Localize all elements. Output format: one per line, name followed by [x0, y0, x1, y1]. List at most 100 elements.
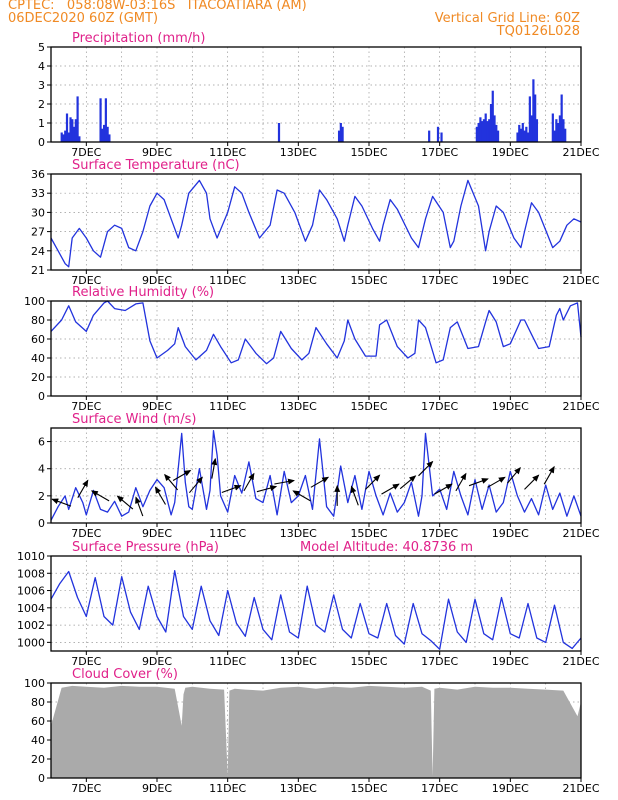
x-tick-label: 9DEC — [142, 527, 172, 540]
precip-bar — [74, 119, 77, 142]
precip-bar — [484, 113, 487, 142]
y-tick-label: 1008 — [17, 567, 45, 580]
precip-bar — [103, 124, 106, 142]
x-tick-label: 21DEC — [562, 274, 599, 287]
x-tick-label: 21DEC — [562, 146, 599, 159]
precip-bar — [62, 134, 65, 142]
precip-bar — [69, 117, 72, 142]
y-tick-label: 33 — [31, 187, 45, 200]
wind-arrow — [365, 474, 381, 490]
precip-bar — [341, 126, 344, 142]
y-tick-label: 4 — [38, 463, 45, 476]
x-tick-label: 15DEC — [350, 527, 387, 540]
precip-bar — [67, 132, 70, 142]
x-tick-label: 9DEC — [142, 400, 172, 413]
wind-arrow — [243, 472, 255, 492]
panel-title-precip: Precipitation (mm/h) — [72, 31, 205, 46]
wind-arrow — [434, 483, 453, 495]
precip-bar — [495, 124, 498, 142]
x-tick-label: 11DEC — [209, 400, 246, 413]
wind-arrow — [154, 486, 166, 505]
y-tick-label: 80 — [31, 696, 45, 709]
panel-rh: 0 20 40 60 80 100 7DEC 9DEC 11DEC 13DEC 15DEC 17DEC… — [24, 285, 600, 413]
precip-bar — [551, 113, 554, 142]
wind-arrow — [135, 496, 144, 517]
wind-arrow — [221, 484, 242, 494]
precip-bar — [532, 79, 535, 142]
precip-bar — [436, 126, 440, 142]
y-tick-label: 21 — [31, 264, 45, 277]
precip-bar — [528, 96, 531, 142]
precip-bar — [525, 126, 528, 142]
wind-arrow — [164, 473, 179, 491]
x-tick-label: 21DEC — [562, 655, 599, 668]
wind-arrow — [418, 460, 434, 477]
x-tick-label: 13DEC — [280, 400, 317, 413]
precip-bar — [481, 121, 484, 142]
precip-bar — [527, 132, 530, 142]
precip-bar — [477, 123, 480, 142]
precip-bar — [106, 126, 109, 142]
y-tick-label: 27 — [31, 226, 45, 239]
plot-frame — [50, 555, 582, 652]
temp-series-line — [50, 179, 582, 268]
plot-frame — [50, 427, 582, 524]
precip-bar — [475, 126, 478, 142]
precip-bar — [555, 119, 558, 142]
precip-bar — [518, 124, 521, 142]
x-tick-label: 19DEC — [492, 655, 529, 668]
x-tick-label: 11DEC — [209, 782, 246, 795]
y-tick-label: 3 — [38, 79, 45, 92]
y-tick-label: 24 — [31, 245, 45, 258]
panel-title-rh: Relative Humidity (%) — [72, 285, 214, 300]
x-tick-label: 11DEC — [209, 655, 246, 668]
wind-arrow — [310, 476, 330, 488]
x-tick-label: 7DEC — [71, 146, 101, 159]
x-tick-label: 17DEC — [421, 146, 458, 159]
wind-arrow — [274, 478, 295, 485]
x-tick-label: 9DEC — [142, 655, 172, 668]
y-tick-label: 6 — [38, 436, 45, 449]
precip-bar — [108, 134, 111, 142]
panel-title-cloud: Cloud Cover (%) — [72, 667, 178, 682]
plot-frame — [50, 300, 582, 397]
y-tick-label: 36 — [31, 168, 45, 181]
y-tick-label: 20 — [31, 753, 45, 766]
x-tick-label: 19DEC — [492, 146, 529, 159]
precip-bar — [277, 123, 281, 142]
wind-arrow — [543, 465, 555, 485]
header-grid-line: Vertical Grid Line: 60Z — [434, 11, 580, 26]
precip-bar — [101, 128, 104, 142]
precip-bar — [534, 94, 537, 142]
wind-arrow — [172, 469, 192, 481]
precip-bar — [71, 119, 74, 142]
x-tick-label: 13DEC — [280, 146, 317, 159]
precip-bar — [64, 130, 67, 142]
panel-precip: 0 1 2 3 4 5 7DEC 9DEC 11DEC 13DEC 15DEC 17DEC 19DEC 2… — [38, 31, 600, 159]
wind-arrow — [350, 485, 359, 506]
precip-bar — [440, 132, 443, 142]
precip-bar — [76, 96, 79, 142]
precip-bar — [99, 98, 102, 142]
x-tick-label: 19DEC — [492, 400, 529, 413]
header-model-code: TQ0126L028 — [496, 24, 580, 39]
y-tick-label: 20 — [31, 371, 45, 384]
x-tick-label: 7DEC — [71, 400, 101, 413]
wind-arrow — [292, 490, 311, 502]
x-tick-label: 11DEC — [209, 274, 246, 287]
precip-bar — [557, 123, 560, 142]
x-tick-label: 7DEC — [71, 527, 101, 540]
y-tick-label: 1010 — [17, 550, 45, 563]
x-tick-label: 13DEC — [280, 655, 317, 668]
wind-arrow — [506, 467, 521, 484]
panel-title-pressure: Surface Pressure (hPa) — [72, 540, 219, 555]
x-tick-label: 21DEC — [562, 527, 599, 540]
y-tick-label: 0 — [38, 136, 45, 149]
y-tick-label: 2 — [38, 490, 45, 503]
x-tick-label: 9DEC — [142, 274, 172, 287]
panel-temp: 21 24 27 30 33 36 7DEC 9DEC 11DEC 13DEC 15DEC 17DEC… — [31, 158, 600, 287]
wind-arrow — [399, 475, 417, 490]
header-datetime: 06DEC2020 60Z (GMT) — [8, 11, 159, 26]
header-station: CPTEC: 058:08W-03:16S ITACOATIARA (AM) — [8, 0, 307, 13]
